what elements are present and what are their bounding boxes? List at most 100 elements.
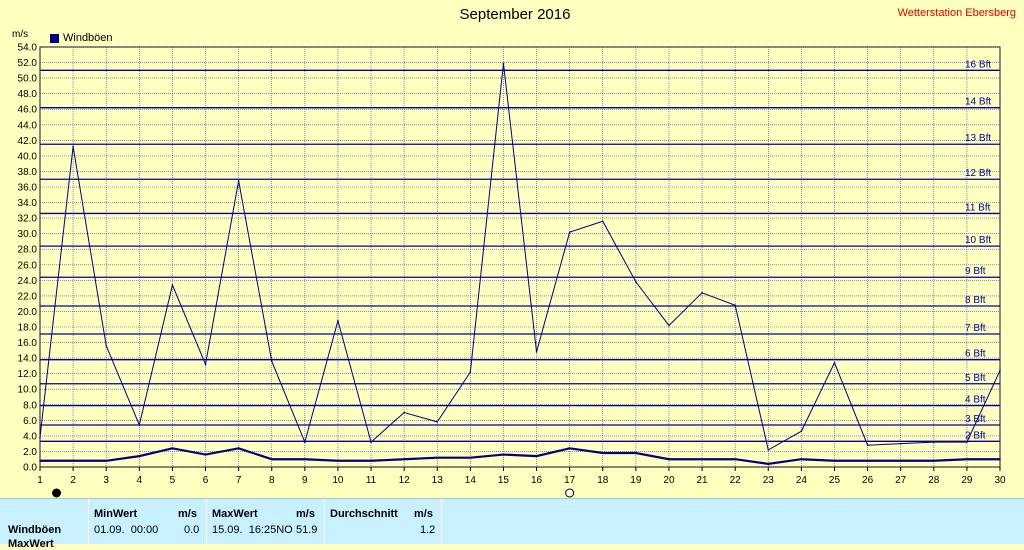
data-point [701, 291, 703, 294]
avg-header: Durchschnitt [330, 508, 398, 520]
x-tick-label: 24 [796, 475, 808, 486]
data-point [966, 441, 968, 443]
data-point [502, 62, 505, 65]
y-tick-label: 0.0 [23, 463, 37, 474]
x-tick-label: 10 [332, 475, 344, 486]
x-tick-label: 27 [895, 475, 907, 486]
day-markers [52, 488, 575, 498]
beaufort-label: 16 Bft [965, 59, 991, 70]
max-date: 15.09. 16:25NO [212, 524, 293, 536]
beaufort-label: 11 Bft [965, 202, 991, 213]
data-point [999, 369, 1001, 372]
beaufort-label: 9 Bft [965, 266, 986, 277]
data-point [304, 441, 306, 443]
beaufort-label: 14 Bft [965, 97, 991, 108]
x-tick-label: 23 [763, 475, 775, 486]
max-value: 51.9 [296, 524, 318, 536]
data-point [39, 436, 41, 439]
data-point [403, 458, 405, 461]
x-axis-tick-labels: 1 2 3 4 5 6 7 8 9 10 11 12 13 14 15 16 17 18 19 20 21 22 23 24 2… [37, 475, 1006, 486]
y-tick-label: 44.0 [18, 120, 38, 131]
x-tick-label: 6 [203, 475, 209, 486]
data-point [734, 304, 736, 307]
y-tick-label: 20.0 [18, 307, 38, 318]
min-value: 0.0 [184, 524, 200, 536]
y-tick-label: 54.0 [18, 43, 38, 54]
data-point [436, 456, 439, 459]
data-series [39, 62, 1001, 465]
data-point [138, 424, 141, 426]
x-tick-label: 25 [829, 475, 841, 486]
avg-unit: m/s [414, 508, 433, 520]
y-tick-label: 24.0 [18, 276, 38, 287]
beaufort-label: 12 Bft [965, 168, 991, 179]
panel-divider [206, 499, 207, 544]
data-point [469, 456, 472, 459]
data-point [138, 455, 141, 457]
data-point [767, 449, 770, 451]
x-tick-label: 18 [597, 475, 609, 486]
beaufort-label: 6 Bft [965, 349, 986, 360]
y-tick-label: 26.0 [18, 260, 38, 271]
y-tick-label: 34.0 [18, 198, 38, 209]
x-tick-label: 12 [399, 475, 411, 486]
x-tick-label: 29 [961, 475, 973, 486]
beaufort-label: 3 Bft [965, 414, 986, 425]
data-point [535, 455, 538, 457]
x-tick-label: 8 [269, 475, 275, 486]
x-tick-label: 26 [862, 475, 874, 486]
data-point [304, 458, 306, 461]
x-tick-label: 14 [465, 475, 477, 486]
data-point [568, 231, 571, 233]
data-point [866, 459, 869, 462]
data-point [337, 459, 339, 462]
data-point [932, 441, 935, 443]
x-tick-label: 21 [697, 475, 709, 486]
y-tick-label: 38.0 [18, 167, 38, 178]
panel-divider [441, 499, 442, 544]
max-unit: m/s [296, 508, 315, 520]
data-point [270, 458, 273, 461]
data-point [899, 442, 902, 445]
legend: Windböen [50, 32, 113, 44]
data-point [337, 319, 339, 322]
y-tick-label: 22.0 [18, 291, 38, 302]
beaufort-label: 5 Bft [965, 373, 986, 384]
beaufort-label: 7 Bft [965, 323, 986, 334]
data-point [237, 447, 240, 450]
y-tick-label: 4.0 [23, 431, 37, 442]
data-point [204, 363, 207, 366]
data-point [966, 458, 968, 461]
data-point [767, 463, 770, 465]
x-tick-label: 28 [928, 475, 940, 486]
data-point [601, 220, 604, 223]
series-line-windboeen [39, 63, 1001, 451]
data-point [999, 458, 1001, 461]
data-point [899, 459, 902, 462]
data-point [800, 458, 803, 461]
statistics-panel: MinWert m/s MaxWert m/s Durchschnitt m/s… [0, 498, 1024, 550]
data-point [436, 421, 439, 423]
data-point [204, 453, 207, 456]
data-point [502, 453, 505, 456]
y-tick-label: 8.0 [23, 400, 37, 411]
data-point [635, 281, 637, 283]
beaufort-label: 10 Bft [965, 235, 991, 246]
data-point [932, 459, 935, 462]
x-tick-label: 2 [70, 475, 76, 486]
beaufort-label: 8 Bft [965, 295, 986, 306]
beaufort-label: 2 Bft [965, 430, 986, 441]
x-tick-label: 3 [103, 475, 109, 486]
panel-divider [88, 499, 89, 544]
data-point [105, 344, 108, 347]
panel-divider [324, 499, 325, 544]
legend-swatch [50, 33, 59, 43]
data-point [469, 371, 472, 373]
y-tick-label: 10.0 [18, 385, 38, 396]
data-point [833, 459, 836, 462]
beaufort-label: 4 Bft [965, 395, 986, 406]
min-date: 01.09. 00:00 [94, 524, 159, 536]
data-point [39, 459, 41, 462]
x-tick-label: 30 [994, 475, 1006, 486]
data-point [171, 284, 174, 286]
